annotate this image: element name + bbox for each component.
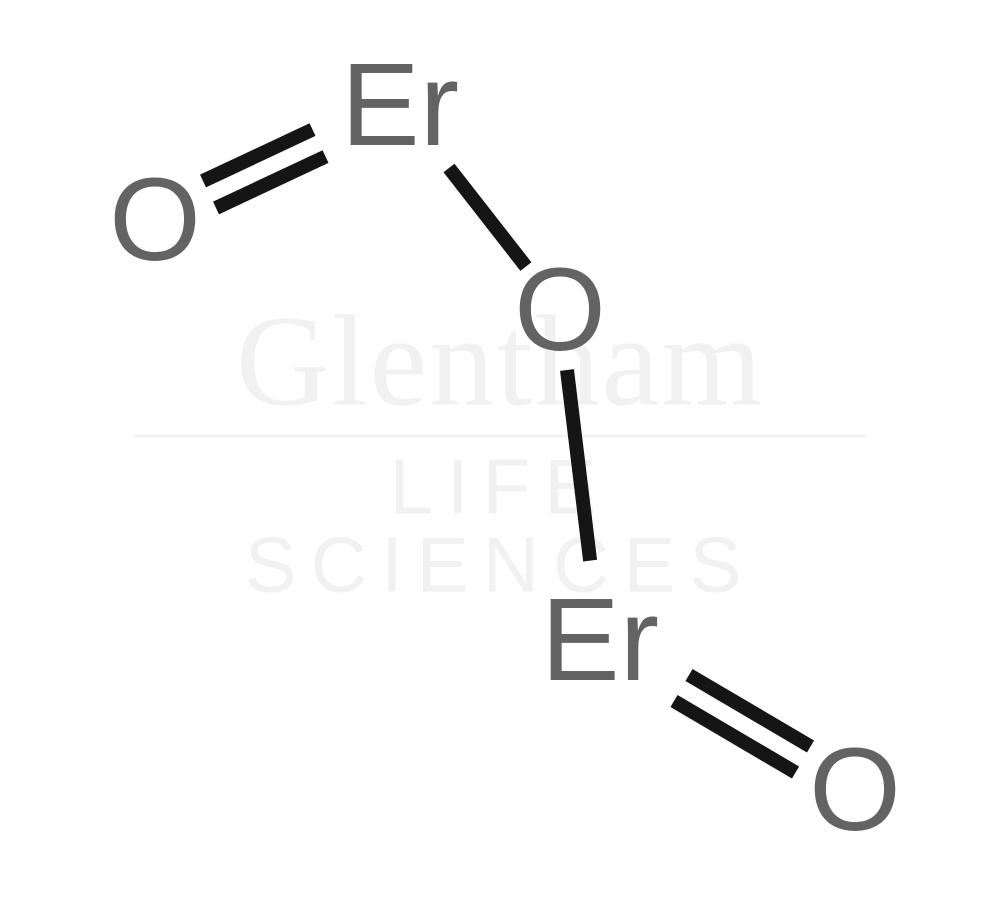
watermark: Glentham LIFE SCIENCES [135,297,865,604]
atom-o1: O [109,161,201,279]
watermark-top: Glentham [135,297,865,427]
watermark-bottom: LIFE SCIENCES [135,448,865,604]
atom-er2: Er [541,581,659,699]
watermark-rule [135,435,865,438]
atom-o2: O [514,251,606,369]
diagram-canvas: Glentham LIFE SCIENCES O Er O Er O [0,0,1000,900]
bond [560,369,597,562]
atom-o3: O [809,731,901,849]
bond [200,123,315,187]
atom-er1: Er [341,46,459,164]
